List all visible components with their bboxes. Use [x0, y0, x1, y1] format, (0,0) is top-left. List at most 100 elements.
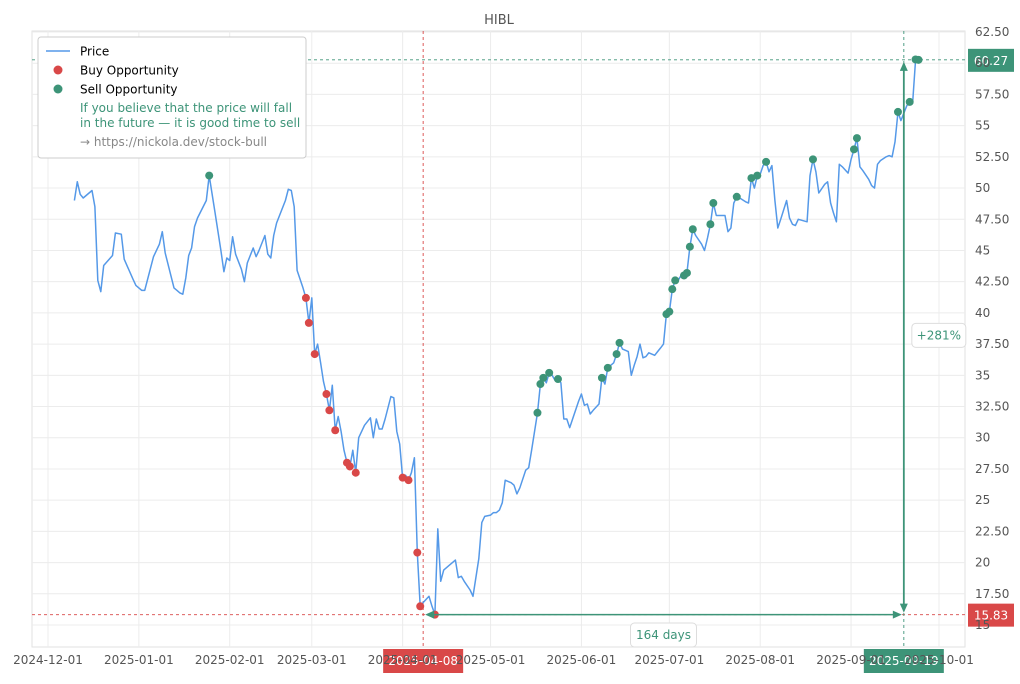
y-tick-label: 20	[975, 556, 990, 570]
y-tick-label: 57.50	[975, 87, 1009, 101]
x-tick-label: 2025-08-01	[725, 653, 795, 667]
buy-marker	[310, 350, 319, 359]
y-tick-label: 45	[975, 243, 990, 257]
y-tick-label: 52.50	[975, 150, 1009, 164]
x-tick-label: 2025-09-01	[816, 653, 886, 667]
y-tick-label: 62.50	[975, 25, 1009, 39]
annotation-layer: +281% 164 days 60.27 15.83 2025-04-08 2025-09…	[383, 48, 1014, 673]
sell-marker	[553, 375, 562, 384]
high-date-tag-label: 2025-09-19	[869, 654, 939, 668]
gain-arrow-head-bottom	[899, 603, 908, 613]
y-tick-label: 60	[975, 56, 990, 70]
sell-marker	[905, 97, 914, 106]
y-tick-label: 50	[975, 181, 990, 195]
axis-layer: 15 17.50 20 22.50 25 27.50 30 32.50 35 37.50 40 42.…	[13, 25, 1009, 667]
x-tick-label: 2025-01-01	[104, 653, 174, 667]
sell-marker	[533, 408, 542, 417]
buy-marker	[404, 476, 413, 485]
sell-marker	[668, 285, 677, 294]
low-date-tag-box	[383, 649, 464, 673]
y-tick-label: 32.50	[975, 400, 1009, 414]
x-tick-label: 2025-02-01	[195, 653, 265, 667]
sell-marker	[914, 55, 923, 64]
chart-title: HIBL	[484, 13, 515, 28]
y-tick-label: 47.50	[975, 212, 1009, 226]
sell-marker	[671, 276, 680, 285]
legend-sell-label: Sell Opportunity	[80, 83, 178, 97]
buy-marker	[345, 462, 354, 471]
x-tick-label: 2025-06-01	[547, 653, 617, 667]
high-date-tag-box	[863, 649, 944, 673]
high-price-tag-box	[968, 48, 1014, 72]
sell-marker	[545, 368, 554, 377]
buy-marker	[322, 390, 331, 399]
y-tick-label: 22.50	[975, 524, 1009, 538]
y-tick-label: 55	[975, 119, 990, 133]
sell-marker	[685, 242, 694, 251]
y-tick-label: 42.50	[975, 275, 1009, 289]
legend-note-line-1: If you believe that the price will fall	[80, 101, 292, 115]
price-line-layer	[73, 58, 919, 616]
buy-marker	[304, 318, 313, 327]
y-tick-label: 30	[975, 431, 990, 445]
sell-marker	[603, 363, 612, 372]
price-line	[73, 58, 919, 616]
buy-marker	[416, 602, 425, 611]
sell-marker	[612, 350, 621, 359]
sell-marker	[732, 192, 741, 201]
gain-badge-box	[911, 322, 967, 348]
y-tick-label: 40	[975, 306, 990, 320]
y-tick-label: 17.50	[975, 587, 1009, 601]
legend-sell-swatch	[53, 84, 63, 94]
high-price-tag-label: 60.27	[974, 54, 1008, 68]
legend-link[interactable]: → https://nickola.dev/stock-bull	[80, 135, 267, 149]
y-tick-label: 37.50	[975, 337, 1009, 351]
sell-marker	[706, 220, 715, 229]
marker-layer	[205, 55, 923, 619]
sell-marker	[753, 171, 762, 180]
sell-marker	[665, 307, 674, 316]
legend-price-label: Price	[80, 45, 109, 59]
x-tick-label: 2025-04-01	[368, 653, 438, 667]
low-price-tag-label: 15.83	[974, 609, 1008, 623]
sell-marker	[688, 225, 697, 234]
low-price-tag-box	[968, 603, 1014, 627]
legend: Price Buy Opportunity Sell Opportunity I…	[37, 36, 307, 159]
y-tick-label: 25	[975, 493, 990, 507]
sell-marker	[539, 373, 548, 382]
legend-buy-label: Buy Opportunity	[80, 64, 179, 78]
x-tick-label: 2025-05-01	[456, 653, 526, 667]
buy-marker	[413, 548, 422, 557]
sell-marker	[205, 171, 214, 180]
sell-marker	[615, 338, 624, 347]
duration-badge-label: 164 days	[636, 628, 691, 642]
sell-marker	[893, 107, 902, 116]
sell-marker	[709, 199, 718, 208]
duration-badge-box	[629, 622, 697, 648]
sell-marker	[536, 380, 545, 389]
sell-marker	[597, 373, 606, 382]
y-tick-label: 35	[975, 368, 990, 382]
x-tick-label: 2025-10-01	[904, 653, 974, 667]
y-tick-label: 27.50	[975, 462, 1009, 476]
sell-marker	[808, 155, 817, 164]
legend-buy-swatch	[53, 65, 63, 75]
buy-marker	[351, 468, 360, 477]
duration-arrow-head-left	[425, 610, 435, 619]
gain-badge-label: +281%	[917, 328, 961, 342]
x-tick-label: 2024-12-01	[13, 653, 83, 667]
buy-marker	[331, 426, 340, 435]
sell-marker	[850, 145, 859, 154]
gain-arrow-head-top	[899, 61, 908, 71]
sell-marker	[682, 268, 691, 277]
sell-marker	[762, 157, 771, 166]
y-tick-label: 15	[975, 618, 990, 632]
x-tick-label: 2025-07-01	[634, 653, 704, 667]
buy-marker	[301, 293, 310, 302]
sell-marker	[852, 134, 861, 143]
duration-arrow-head-right	[892, 610, 902, 619]
buy-marker	[325, 406, 334, 415]
low-date-tag-label: 2025-04-08	[388, 654, 458, 668]
